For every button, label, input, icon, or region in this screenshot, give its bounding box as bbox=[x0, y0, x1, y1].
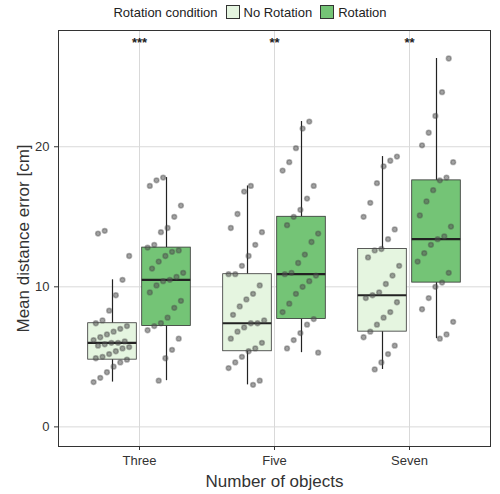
svg-text:**: ** bbox=[269, 35, 280, 50]
svg-text:Seven: Seven bbox=[391, 453, 428, 468]
svg-text:10: 10 bbox=[35, 279, 49, 294]
svg-text:0: 0 bbox=[42, 419, 49, 434]
svg-text:20: 20 bbox=[35, 139, 49, 154]
html-text:No Rotation: No Rotation bbox=[243, 4, 313, 20]
svg-text:Mean distance error [cm]: Mean distance error [cm] bbox=[14, 144, 33, 332]
svg-text:Three: Three bbox=[123, 453, 157, 468]
html-text:Rotation condition: Rotation condition bbox=[113, 4, 218, 20]
svg-text:**: ** bbox=[404, 35, 415, 50]
html-text:Rotation: Rotation bbox=[338, 4, 387, 20]
svg-text:Five: Five bbox=[262, 453, 287, 468]
svg-text:Number of objects: Number of objects bbox=[206, 472, 344, 491]
svg-text:***: *** bbox=[132, 35, 148, 50]
